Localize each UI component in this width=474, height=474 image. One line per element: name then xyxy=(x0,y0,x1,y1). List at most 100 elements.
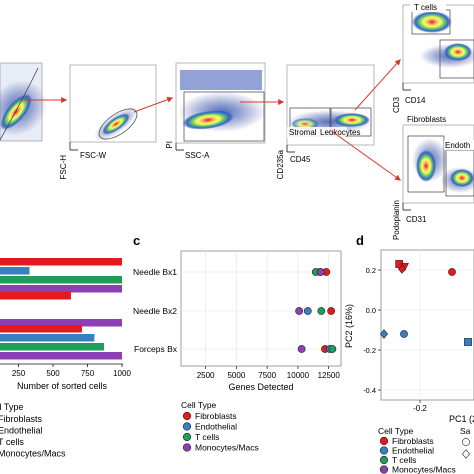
flow-panel-1 xyxy=(0,62,47,142)
y-tick-label: 0.0 xyxy=(366,306,376,315)
y-category-label: Needle Bx1 xyxy=(133,267,177,277)
leukocyte-gate-label: Leukocytes xyxy=(320,128,360,137)
y-category-label: Forceps Bx xyxy=(134,344,178,354)
genes-detected-chart: Needle Bx1 Needle Bx2 Forceps Bx 2500 5000 75… xyxy=(133,250,342,453)
legend-entry: T cells xyxy=(392,455,416,465)
legend-title: Cell Type xyxy=(378,426,414,436)
plot-frame xyxy=(380,249,474,401)
legend-entry: Fibroblasts xyxy=(0,414,43,424)
legend-marker xyxy=(379,465,389,474)
bar xyxy=(0,343,105,351)
fibroblast-gate-label: Fibroblasts xyxy=(407,115,446,124)
data-point xyxy=(398,264,406,274)
legend-entry: T cells xyxy=(0,437,24,447)
bar xyxy=(0,258,122,266)
legend-marker xyxy=(379,446,389,455)
legend-entry: T cells xyxy=(195,432,219,442)
data-point xyxy=(297,345,306,353)
legend-entry: Fibroblasts xyxy=(392,436,434,446)
mono-gate xyxy=(439,39,474,79)
legend-entry: Endothelial xyxy=(392,446,434,456)
data-point xyxy=(380,329,388,339)
x-tick-label: 1000 xyxy=(113,369,131,378)
bar xyxy=(0,292,71,300)
flow-panel-4-ylabel: CD235a xyxy=(276,149,285,179)
flow-panel-3: PI SSC-A xyxy=(165,62,266,160)
x-tick-label: 250 xyxy=(12,369,26,378)
y-tick-label: 0.2 xyxy=(366,266,376,275)
x-tick-label: 750 xyxy=(81,369,95,378)
gating-arrows xyxy=(22,59,401,181)
endothelial-gate-label: Endoth xyxy=(445,141,470,150)
flow-panel-3-ylabel: PI xyxy=(165,141,174,149)
data-point xyxy=(303,307,312,315)
gating-arrow xyxy=(329,129,401,181)
live-gate xyxy=(183,91,265,142)
y-axis-label: PC2 (16%) xyxy=(344,304,354,348)
legend-2-marker xyxy=(462,438,470,446)
leukocyte-gate xyxy=(330,107,372,137)
bar xyxy=(0,325,82,333)
legend-entry: Endothelial xyxy=(195,422,237,432)
gating-arrow xyxy=(133,96,174,113)
flow-panel-5-ylabel: CD3 xyxy=(392,96,401,113)
legend-entry: Monocytes/Macs xyxy=(392,465,456,474)
data-point xyxy=(295,307,304,315)
y-tick-label: -0.4 xyxy=(363,386,376,395)
legend-entry: Monocytes/Macs xyxy=(195,443,259,453)
bar xyxy=(0,276,122,284)
legend-title: Cell Type xyxy=(0,402,23,412)
flow-panel-3-xlabel: SSC-A xyxy=(185,151,210,160)
data-point xyxy=(316,268,325,276)
bar xyxy=(0,285,122,293)
legend-entry: Endothelial xyxy=(0,426,43,436)
legend-marker xyxy=(182,411,192,421)
legend-entry: Monocytes/Macs xyxy=(0,449,66,459)
legend-2-title: Sa xyxy=(460,426,471,436)
x-tick-label: 2500 xyxy=(197,371,215,380)
fibroblast-gate xyxy=(407,135,445,193)
legend-marker xyxy=(182,432,192,442)
data-point xyxy=(327,307,336,315)
x-axis-label: PC1 (2 xyxy=(449,414,474,424)
legend-marker xyxy=(379,436,389,446)
flow-panel-6: Fibroblasts Endoth Podoplanin CD31 xyxy=(392,114,474,240)
legend-marker xyxy=(379,455,389,465)
legend-2-marker xyxy=(462,449,470,459)
y-tick-label: -0.2 xyxy=(363,346,376,355)
x-tick-label: -0.2 xyxy=(413,404,427,413)
x-tick-label: 7500 xyxy=(258,371,276,380)
flow-panel-2: FSC-H FSC-W xyxy=(59,64,157,179)
panel-label-d: d xyxy=(356,233,364,248)
x-tick-label: 10000 xyxy=(287,371,310,380)
y-category-label: Needle Bx2 xyxy=(133,306,177,316)
panel-d: d 0.2 0.0 -0.2 -0.4 -0.2 PC2 (16%) PC1 (2 Cell … xyxy=(344,233,474,474)
data-point xyxy=(400,330,408,338)
bar xyxy=(0,319,122,327)
legend-entry: Fibroblasts xyxy=(195,411,237,421)
data-point xyxy=(464,338,472,346)
gating-arrow xyxy=(354,59,401,111)
data-point xyxy=(328,345,337,353)
bar xyxy=(0,334,95,342)
legend-marker xyxy=(182,422,192,431)
x-tick-label: 500 xyxy=(46,369,60,378)
flow-panel-5: T cells CD3 CD14 xyxy=(392,2,474,113)
flow-cytometry-row: FSC-H FSC-W PI SSC-A Stromal Leukocytes xyxy=(0,2,474,240)
flow-panel-4-xlabel: CD45 xyxy=(290,155,311,164)
bar xyxy=(0,352,122,360)
flow-panel-4: Stromal Leukocytes CD235a CD45 xyxy=(276,64,375,179)
stromal-gate-label: Stromal xyxy=(289,128,317,137)
x-axis-label: Genes Detected xyxy=(228,382,293,392)
legend-title: Cell Type xyxy=(181,400,217,410)
x-tick-label: 5000 xyxy=(227,371,245,380)
flow-panel-6-xlabel: CD31 xyxy=(406,215,427,224)
data-point xyxy=(448,268,456,276)
x-axis-label: Number of sorted cells xyxy=(17,381,108,391)
flow-panel-2-xlabel: FSC-W xyxy=(80,151,107,160)
legend-marker xyxy=(182,443,192,452)
sorted-cells-bar-chart: 250 500 750 1000 Number of sorted cells Cell … xyxy=(0,258,131,459)
bar xyxy=(0,267,30,275)
panel-c: c Needle Bx1 Needle Bx2 Forceps Bx 2500 5000… xyxy=(133,233,342,453)
